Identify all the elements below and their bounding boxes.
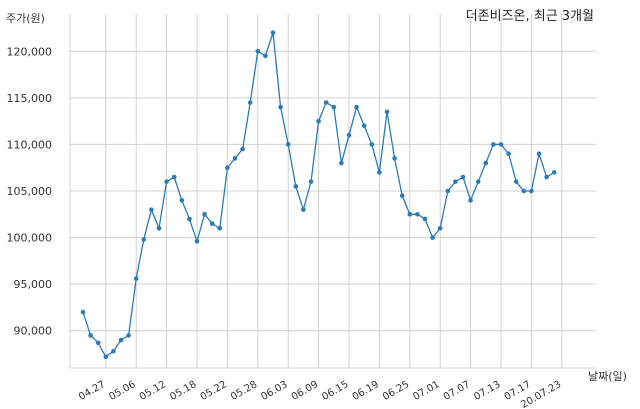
- data-point: [377, 170, 382, 175]
- data-point: [225, 165, 230, 171]
- data-point: [498, 142, 504, 147]
- data-point: [263, 53, 268, 59]
- data-point: [536, 151, 542, 157]
- data-point: [544, 174, 549, 180]
- data-point: [217, 225, 223, 231]
- data-point: [339, 160, 344, 166]
- data-point: [270, 30, 276, 35]
- data-point: [164, 179, 169, 184]
- data-point: [278, 104, 283, 110]
- data-point: [194, 239, 200, 244]
- data-point: [293, 184, 299, 189]
- data-point: [240, 146, 245, 152]
- x-axis-label: 날짜(일): [588, 370, 627, 383]
- y-axis-label: 주가(원): [6, 12, 45, 25]
- y-tick-label: 105,000: [7, 185, 53, 198]
- data-point: [232, 156, 238, 161]
- data-point: [301, 207, 306, 212]
- data-point: [126, 333, 131, 338]
- data-point: [331, 104, 337, 110]
- price-series: [80, 30, 557, 360]
- x-tick-label: 05.06: [107, 379, 137, 403]
- data-point: [430, 235, 435, 240]
- x-tick-label: 07.01: [411, 379, 441, 403]
- data-point: [202, 211, 207, 217]
- y-axis-ticks: 90,000 95,000 100,000 105,000 110,000 115,000…: [7, 45, 53, 337]
- x-tick-label: 06.09: [290, 379, 320, 403]
- data-point: [141, 237, 147, 242]
- y-tick-label: 120,000: [7, 45, 53, 58]
- data-point: [369, 142, 375, 147]
- data-point: [513, 179, 519, 184]
- x-axis-ticks: 04.27 05.06 05.12 05.18 05.22 05.28 06.03 06.09…: [77, 379, 563, 409]
- data-point: [308, 179, 314, 184]
- data-point: [460, 174, 466, 180]
- data-point: [247, 100, 253, 105]
- data-point: [179, 198, 185, 203]
- data-point: [506, 151, 511, 157]
- data-point: [323, 100, 329, 105]
- x-tick-label: 05.28: [229, 379, 259, 403]
- data-point: [316, 118, 321, 124]
- x-tick-label: 06.19: [351, 379, 381, 403]
- data-point: [156, 225, 162, 231]
- data-point: [483, 160, 489, 166]
- data-point: [346, 132, 352, 138]
- data-point: [475, 179, 481, 184]
- data-point: [255, 48, 261, 54]
- data-point: [118, 337, 124, 343]
- data-point: [399, 193, 405, 198]
- data-point: [103, 354, 109, 360]
- data-point: [209, 221, 215, 226]
- data-point: [392, 156, 397, 161]
- grid: [69, 14, 596, 369]
- x-tick-label: 05.22: [199, 379, 229, 403]
- data-point: [415, 211, 420, 217]
- data-point: [88, 333, 93, 338]
- x-tick-label: 07.07: [442, 379, 472, 403]
- data-point: [491, 142, 496, 147]
- x-tick-label: 06.03: [259, 379, 289, 403]
- data-point: [384, 109, 390, 115]
- y-tick-label: 115,000: [7, 92, 53, 105]
- x-tick-label: 07.13: [472, 379, 502, 403]
- data-point: [521, 188, 527, 194]
- x-tick-label: 04.27: [77, 379, 107, 403]
- data-point: [422, 216, 428, 222]
- data-point: [187, 216, 192, 222]
- data-point: [529, 188, 534, 194]
- data-point: [453, 179, 458, 184]
- data-point: [111, 348, 116, 354]
- x-tick-label: 05.12: [138, 379, 168, 403]
- data-point: [95, 340, 101, 346]
- data-point: [149, 207, 154, 212]
- data-point: [171, 174, 177, 180]
- y-tick-label: 110,000: [7, 138, 53, 151]
- data-point: [354, 104, 359, 110]
- data-point: [407, 211, 413, 217]
- x-tick-label: 06.25: [381, 379, 411, 403]
- x-tick-label: 06.15: [320, 379, 350, 403]
- y-tick-label: 95,000: [14, 278, 53, 291]
- data-point: [133, 276, 139, 281]
- data-point: [437, 225, 443, 231]
- x-tick-label: 05.18: [168, 379, 198, 403]
- data-point: [285, 142, 291, 147]
- y-tick-label: 90,000: [14, 325, 53, 338]
- data-point: [551, 170, 557, 175]
- y-tick-label: 100,000: [7, 232, 53, 245]
- data-point: [445, 188, 451, 194]
- data-point: [361, 123, 367, 129]
- data-point: [80, 309, 86, 315]
- data-point: [468, 198, 473, 203]
